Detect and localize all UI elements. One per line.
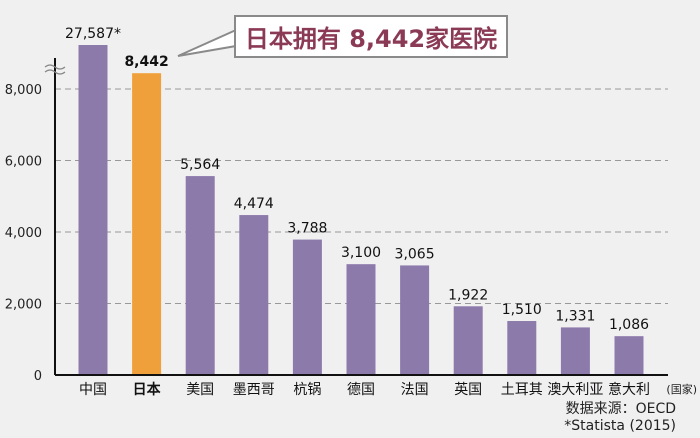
data-label: 3,788 <box>287 221 327 237</box>
bar-10 <box>614 336 644 375</box>
bar-8 <box>507 321 537 375</box>
y-tick-label: 0 <box>34 369 42 384</box>
data-label: 1,086 <box>609 317 649 333</box>
axis-break-icon <box>44 64 66 75</box>
x-tick-label: 法国 <box>401 382 429 398</box>
y-tick-label: 2,000 <box>5 298 42 313</box>
x-tick-label: 德国 <box>347 382 375 398</box>
x-tick-label: 杭锅 <box>293 382 321 398</box>
x-tick-label: 土耳其 <box>501 382 543 398</box>
x-tick-label: 美国 <box>186 382 214 398</box>
data-label: 4,474 <box>234 196 274 212</box>
y-tick-label: 6,000 <box>5 155 42 170</box>
x-tick-label: 日本 <box>133 381 162 398</box>
bar-0 <box>78 45 108 375</box>
bar-9 <box>560 327 590 375</box>
data-label: 8,442 <box>124 54 168 70</box>
data-label: 1,510 <box>502 302 542 318</box>
data-label: 1,331 <box>555 308 595 324</box>
data-label: 3,065 <box>395 246 435 262</box>
x-tick-label: 中国 <box>79 382 107 398</box>
callout-pointer <box>177 28 237 57</box>
bar-2 <box>185 176 215 375</box>
bar-7 <box>453 306 483 375</box>
y-tick-label: 4,000 <box>5 226 42 241</box>
y-tick-label: 8,000 <box>5 83 42 98</box>
bar-5 <box>346 264 376 375</box>
source-line-1: 数据来源：OECD <box>565 401 676 417</box>
data-label: 1,922 <box>448 287 488 303</box>
x-tick-label: 意大利 <box>608 381 650 398</box>
bar-4 <box>292 239 322 375</box>
x-tick-label: 墨西哥 <box>233 382 275 398</box>
data-label: 27,587* <box>65 26 121 42</box>
x-tick-label: 澳大利亚 <box>547 382 603 398</box>
x-axis-label: (国家) <box>666 382 697 396</box>
bar-6 <box>400 265 430 375</box>
data-label: 3,100 <box>341 245 381 261</box>
source-line-2: *Statista (2015) <box>564 418 676 434</box>
bar-3 <box>239 215 269 375</box>
bar-1 <box>132 73 162 376</box>
data-label: 5,564 <box>180 157 220 173</box>
callout-annotation: 日本拥有 8,442家医院 <box>234 15 508 58</box>
x-tick-label: 英国 <box>454 381 482 398</box>
